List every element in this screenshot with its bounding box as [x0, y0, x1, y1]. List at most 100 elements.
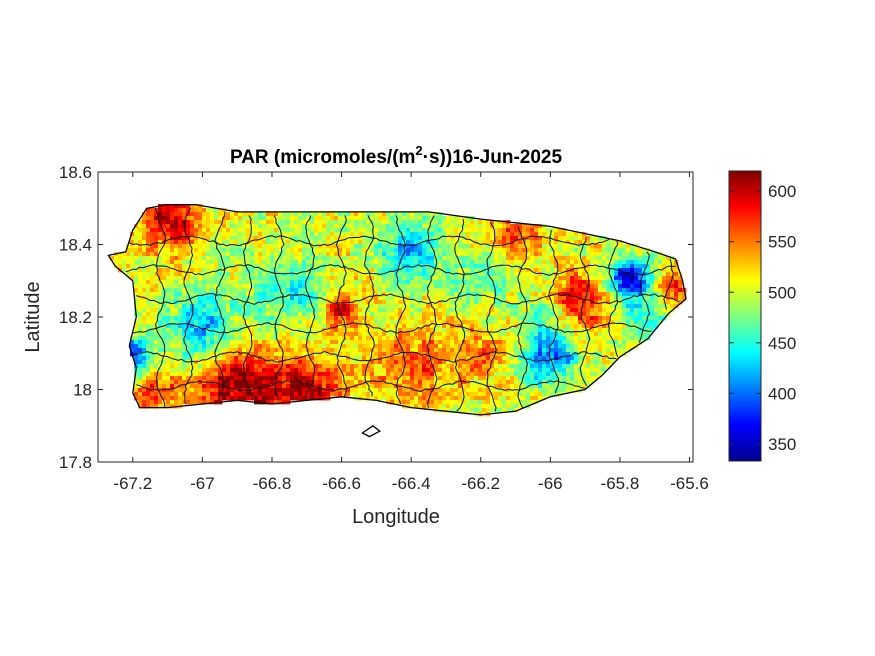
heat-cell — [242, 288, 247, 293]
heat-cell — [630, 248, 635, 253]
heat-cell — [342, 296, 347, 301]
heat-cell — [630, 344, 635, 349]
heat-cell — [190, 300, 195, 305]
heat-cell — [518, 312, 523, 317]
heat-cell — [222, 348, 227, 353]
heat-cell — [286, 268, 291, 273]
heat-cell — [142, 336, 147, 341]
heat-cell — [170, 316, 175, 321]
heat-cell — [322, 348, 327, 353]
heat-cell — [390, 284, 395, 289]
heat-cell — [426, 308, 431, 313]
heat-cell — [542, 268, 547, 273]
heat-cell — [270, 312, 275, 317]
heat-cell — [326, 348, 331, 353]
heat-cell — [258, 352, 263, 357]
heat-cell — [370, 276, 375, 281]
heat-cell — [438, 344, 443, 349]
heat-cell — [438, 268, 443, 273]
heat-cell — [638, 336, 643, 341]
heat-cell — [242, 272, 247, 277]
heat-cell — [346, 268, 351, 273]
heat-cell — [554, 300, 559, 305]
heat-cell — [418, 224, 423, 229]
heat-cell — [286, 328, 291, 333]
heat-cell — [454, 308, 459, 313]
heat-cell — [538, 344, 543, 349]
heat-cell — [234, 304, 239, 309]
heat-cell — [290, 212, 295, 217]
heat-cell — [274, 356, 279, 361]
heat-cell — [238, 312, 243, 317]
heat-cell — [438, 220, 443, 225]
heat-cell — [170, 368, 175, 373]
heat-cell — [650, 300, 655, 305]
heat-cell — [226, 220, 231, 225]
heat-cell — [614, 340, 619, 345]
heat-cell — [330, 252, 335, 257]
heat-cell — [266, 224, 271, 229]
heat-cell — [458, 264, 463, 269]
heat-cell — [630, 316, 635, 321]
heat-cell — [606, 360, 611, 365]
heat-cell — [462, 284, 467, 289]
heat-cell — [430, 248, 435, 253]
heat-cell — [182, 296, 187, 301]
heat-cell — [282, 284, 287, 289]
heat-cell — [378, 284, 383, 289]
heat-cell — [322, 252, 327, 257]
heat-cell — [170, 212, 175, 217]
heat-cell — [282, 220, 287, 225]
heat-cell — [394, 340, 399, 345]
heat-cell — [242, 340, 247, 345]
heat-cell — [374, 248, 379, 253]
heat-cell — [502, 364, 507, 369]
heat-cell — [554, 352, 559, 357]
heat-cell — [254, 252, 259, 257]
heat-cell — [670, 280, 675, 285]
heat-cell — [410, 316, 415, 321]
heat-cell — [402, 220, 407, 225]
heat-cell — [582, 276, 587, 281]
heat-cell — [174, 368, 179, 373]
heat-cell — [234, 316, 239, 321]
heat-cell — [502, 232, 507, 237]
heat-cell — [386, 332, 391, 337]
heat-cell — [270, 348, 275, 353]
heat-cell — [254, 236, 259, 241]
heat-cell — [190, 288, 195, 293]
heat-cell — [502, 344, 507, 349]
heat-cell — [470, 332, 475, 337]
heat-cell — [274, 312, 279, 317]
heat-cell — [170, 340, 175, 345]
heat-cell — [122, 260, 127, 265]
heat-cell — [282, 348, 287, 353]
heat-cell — [338, 212, 343, 217]
heat-cell — [358, 240, 363, 245]
heat-cell — [230, 316, 235, 321]
heat-cell — [138, 344, 143, 349]
heat-cell — [246, 224, 251, 229]
heat-cell — [222, 352, 227, 357]
heat-cell — [518, 272, 523, 277]
heat-cell — [186, 312, 191, 317]
heat-cell — [302, 212, 307, 217]
heat-cell — [286, 340, 291, 345]
heat-cell — [322, 324, 327, 329]
heat-cell — [318, 332, 323, 337]
heat-cell — [478, 280, 483, 285]
heat-cell — [378, 340, 383, 345]
heat-cell — [414, 280, 419, 285]
heat-cell — [150, 340, 155, 345]
heat-cell — [202, 308, 207, 313]
heat-cell — [558, 308, 563, 313]
heat-cell — [378, 244, 383, 249]
heat-cell — [266, 332, 271, 337]
heat-cell — [354, 296, 359, 301]
heat-cell — [342, 312, 347, 317]
heat-cell — [414, 256, 419, 261]
heat-cell — [254, 272, 259, 277]
heat-cell — [534, 316, 539, 321]
heat-cell — [198, 208, 203, 213]
heat-cell — [326, 264, 331, 269]
